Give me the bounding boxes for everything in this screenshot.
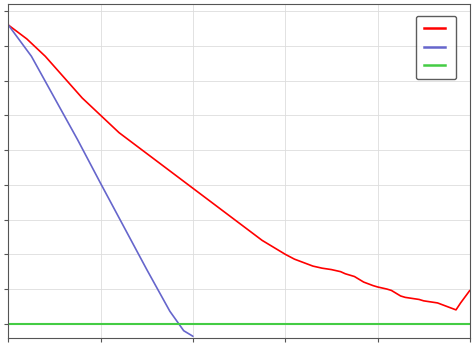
Legend: , , : , , (416, 16, 456, 79)
